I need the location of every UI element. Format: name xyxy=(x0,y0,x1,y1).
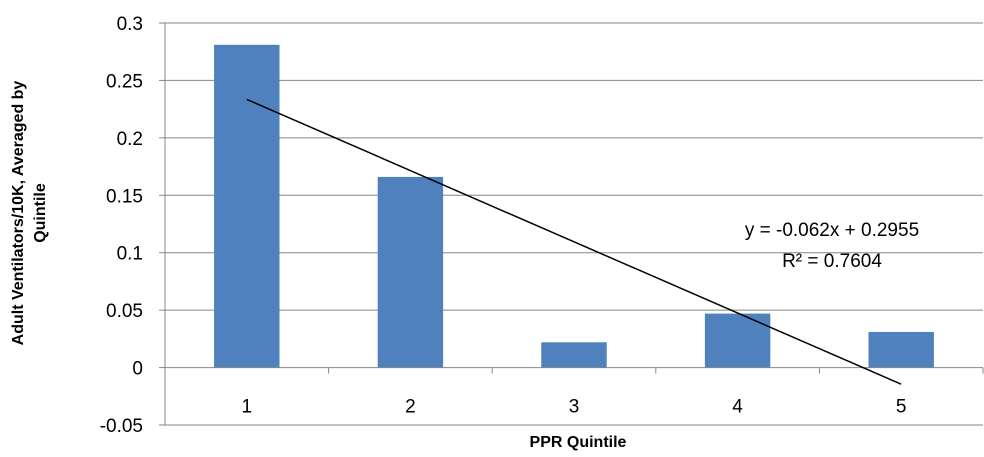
x-tick-label: 2 xyxy=(405,397,416,418)
y-axis-tick-labels: 0.3 0.25 0.2 0.15 0.1 0.05 0 -0.05 xyxy=(100,14,143,437)
y-tick-label: 0.15 xyxy=(106,186,143,207)
y-tick-label: 0.3 xyxy=(117,14,143,35)
y-axis-title-line-1: Adult Ventilators/10K, Averaged by xyxy=(10,81,27,346)
x-tick-label: 3 xyxy=(569,397,580,418)
y-tick-label: 0.25 xyxy=(106,71,143,92)
y-axis-title-line-2: Quintile xyxy=(32,183,49,243)
trendline xyxy=(246,98,902,385)
bar-3 xyxy=(541,342,607,368)
bar-1 xyxy=(214,44,280,368)
bars xyxy=(214,44,934,368)
x-tick-label: 1 xyxy=(242,397,253,418)
trendline-equation: y = -0.062x + 0.2955 xyxy=(745,220,919,241)
x-tick-label: 4 xyxy=(732,397,743,418)
gridlines xyxy=(159,22,983,426)
bar-4 xyxy=(704,313,771,368)
x-axis-ticks: 1 2 3 4 5 xyxy=(164,367,984,418)
x-axis-title: PPR Quintile xyxy=(530,434,627,451)
y-tick-label: 0 xyxy=(132,359,143,380)
y-tick-label: -0.05 xyxy=(100,416,143,437)
y-tick-label: 0.2 xyxy=(117,129,143,150)
bar-5 xyxy=(868,331,934,368)
bar-2 xyxy=(377,176,444,368)
y-tick-label: 0.1 xyxy=(117,244,143,265)
x-tick-label: 5 xyxy=(896,397,907,418)
trendline-r-squared: R² = 0.7604 xyxy=(782,251,882,272)
y-tick-label: 0.05 xyxy=(106,301,143,322)
